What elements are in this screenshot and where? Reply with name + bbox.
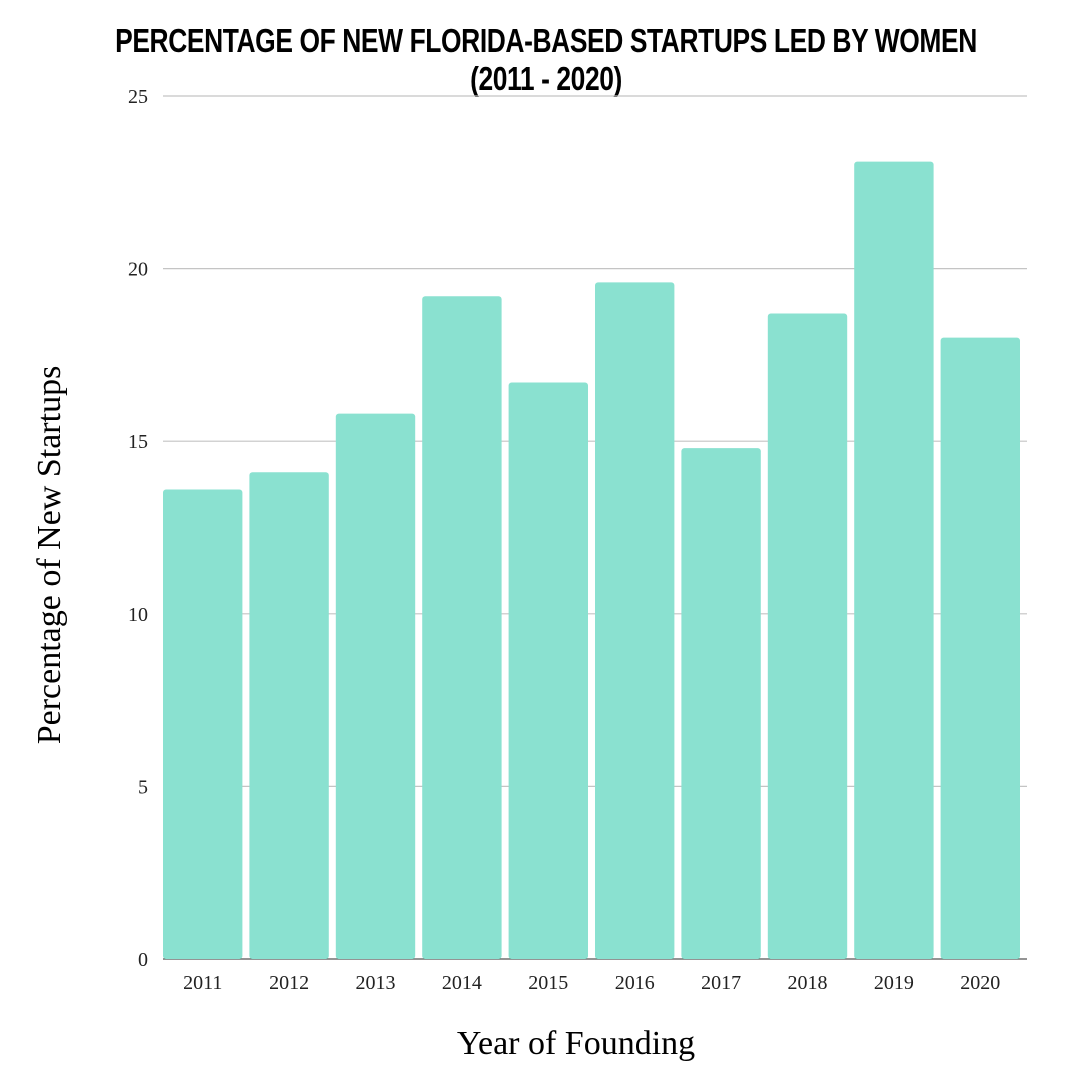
- bar-2018: [767, 313, 848, 959]
- y-tick-label: 20: [128, 259, 148, 281]
- bar-2017: [681, 448, 761, 959]
- x-tick-label: 2016: [615, 972, 655, 994]
- y-axis-label: Percentage of New Startups: [31, 366, 68, 745]
- bar-2016: [595, 282, 675, 960]
- bar-2019: [854, 161, 934, 959]
- x-tick-label: 2017: [701, 972, 741, 994]
- x-tick-label: 2013: [356, 972, 396, 994]
- bar-2015: [508, 382, 588, 959]
- x-axis-label: Year of Founding: [457, 1025, 695, 1062]
- bars: [163, 161, 1020, 960]
- x-tick-label: 2020: [960, 972, 1000, 994]
- bar-2014: [422, 296, 502, 959]
- y-axis-ticks: 0 5 10 15 20 25: [128, 86, 148, 971]
- y-tick-label: 0: [138, 949, 148, 971]
- bar-2011: [163, 489, 243, 959]
- x-tick-label: 2012: [269, 972, 309, 994]
- chart-title: PERCENTAGE OF NEW FLORIDA-BASED STARTUPS…: [115, 22, 977, 97]
- x-tick-label: 2015: [528, 972, 568, 994]
- y-tick-label: 5: [138, 776, 148, 798]
- y-tick-label: 15: [128, 431, 148, 453]
- x-tick-label: 2011: [183, 972, 222, 994]
- bar-2013: [335, 413, 416, 960]
- bar-2012: [249, 472, 329, 959]
- x-tick-label: 2014: [442, 972, 482, 994]
- x-tick-label: 2018: [788, 972, 828, 994]
- bar-2020: [940, 337, 1020, 959]
- y-tick-label: 10: [128, 604, 148, 626]
- x-tick-label: 2019: [874, 972, 914, 994]
- x-axis-ticks: 2011 2012 2013 2014 2015 2016 2017 2018 2019 2020: [183, 972, 1000, 994]
- y-tick-label: 25: [128, 86, 148, 108]
